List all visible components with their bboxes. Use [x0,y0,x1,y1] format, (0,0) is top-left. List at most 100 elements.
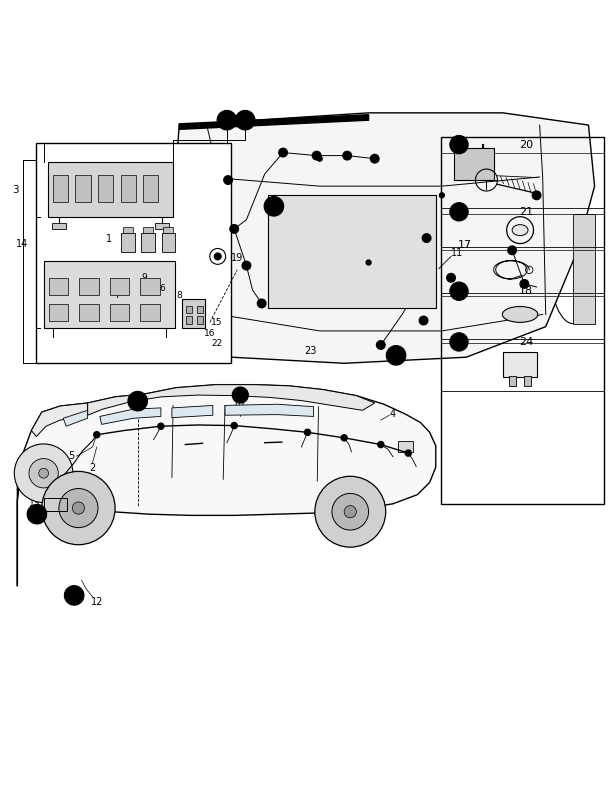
Bar [121,233,135,251]
Bar [44,260,175,328]
Circle shape [520,280,529,289]
Circle shape [405,450,411,456]
Circle shape [232,387,248,403]
Circle shape [258,299,266,308]
Text: 16: 16 [204,329,215,338]
Bar [79,278,98,295]
Circle shape [315,476,386,547]
Polygon shape [170,113,595,364]
Bar [509,376,517,386]
Text: 23: 23 [304,346,317,356]
Bar [143,227,153,233]
Bar [197,306,203,314]
Bar [36,143,231,364]
Bar [524,376,531,386]
Bar [141,233,155,251]
Circle shape [423,234,431,243]
Circle shape [224,176,232,185]
Bar [164,227,173,233]
Bar [503,352,537,376]
Bar [268,195,436,309]
Text: a: a [135,397,140,405]
Text: 13: 13 [28,499,40,508]
Text: b: b [34,509,40,519]
Text: 11: 11 [451,248,463,259]
Polygon shape [17,384,436,586]
Text: 6: 6 [159,284,165,293]
Text: c: c [224,116,229,125]
Text: b: b [456,207,462,216]
Text: c: c [456,287,462,296]
Text: 8: 8 [177,291,182,300]
Text: 15: 15 [211,318,223,327]
Circle shape [312,152,321,160]
Circle shape [230,225,239,233]
Circle shape [446,273,455,282]
Bar [109,278,129,295]
Polygon shape [225,405,314,417]
Bar [123,227,133,233]
Circle shape [27,505,47,524]
Bar [52,222,66,229]
Circle shape [376,341,385,349]
Polygon shape [158,214,179,323]
Text: 17: 17 [52,504,63,513]
Circle shape [73,502,84,514]
Text: 24: 24 [519,337,533,347]
Polygon shape [573,214,595,323]
Circle shape [533,191,541,200]
Circle shape [65,586,84,605]
Text: 17: 17 [458,240,472,251]
Circle shape [214,253,221,260]
Circle shape [317,156,322,161]
Circle shape [264,197,284,216]
Text: 18: 18 [519,286,533,297]
Bar [186,306,192,314]
Polygon shape [87,384,375,415]
Bar [197,316,203,323]
Circle shape [343,152,352,160]
Text: 14: 14 [15,239,28,249]
Text: 4: 4 [390,409,396,419]
Bar [182,299,205,329]
Bar [53,175,68,202]
Circle shape [419,316,428,325]
Circle shape [366,260,371,265]
Text: 10: 10 [233,399,245,409]
Circle shape [29,459,58,488]
Text: 22: 22 [211,339,222,347]
Circle shape [236,110,255,130]
Bar [49,304,68,321]
Circle shape [231,422,237,429]
Circle shape [450,333,468,351]
Circle shape [242,261,251,270]
Text: 7: 7 [114,291,120,300]
Bar [155,222,170,229]
Circle shape [39,468,49,478]
Circle shape [279,148,287,157]
Text: a: a [71,591,77,600]
Polygon shape [31,403,87,437]
Text: 2: 2 [89,463,95,473]
Circle shape [128,392,148,411]
Circle shape [386,346,406,365]
Text: d: d [456,338,462,347]
Circle shape [344,505,356,517]
Circle shape [332,493,368,530]
Bar [49,278,68,295]
Circle shape [341,434,347,441]
Circle shape [450,135,468,154]
Bar [109,304,129,321]
Bar [454,148,494,180]
Circle shape [450,202,468,221]
Polygon shape [63,410,87,426]
Bar [76,175,90,202]
Text: 21: 21 [519,207,533,217]
Circle shape [440,193,444,197]
Bar [143,175,159,202]
Ellipse shape [502,306,538,322]
Circle shape [158,423,164,430]
Text: 9: 9 [141,273,146,282]
Circle shape [14,444,73,503]
Bar [44,497,67,511]
